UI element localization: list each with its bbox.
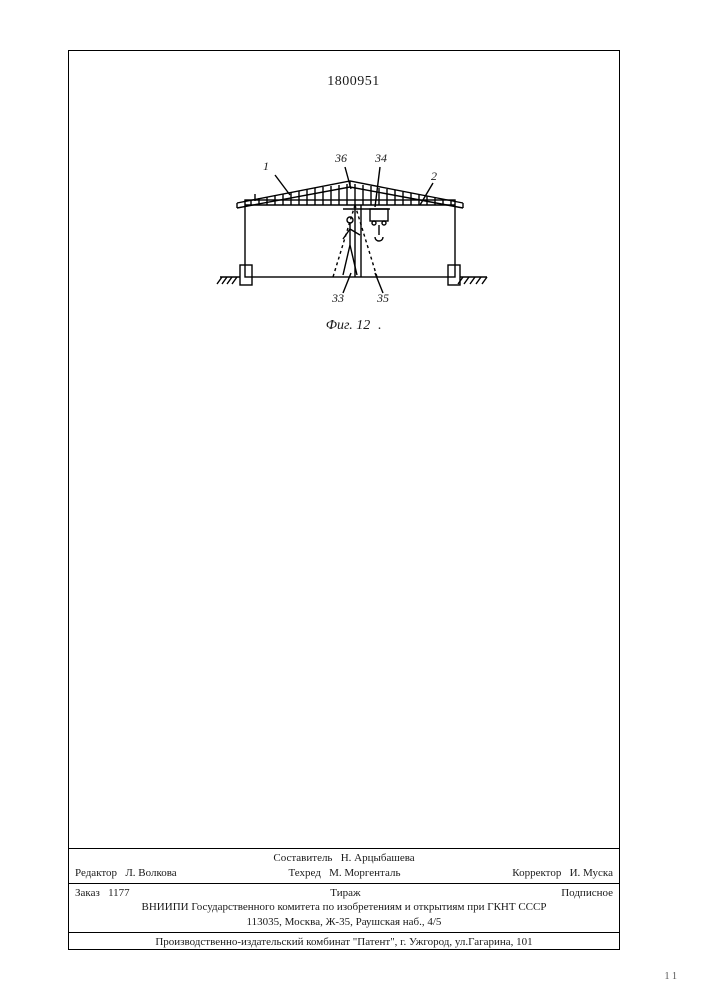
figure-12: 1 36 34 2 33 35 bbox=[215, 145, 490, 310]
editor-name: Л. Волкова bbox=[125, 867, 176, 879]
subscription-cell: Подписное bbox=[561, 886, 613, 901]
ref-34: 34 bbox=[375, 151, 387, 166]
rule-top bbox=[69, 848, 619, 849]
rule-mid bbox=[69, 883, 619, 884]
editor-label: Редактор bbox=[75, 867, 117, 879]
order-label: Заказ bbox=[75, 887, 100, 899]
ref-33: 33 bbox=[332, 291, 344, 306]
order-cell: Заказ 1177 bbox=[75, 886, 130, 901]
figure-caption-dot: . bbox=[378, 318, 382, 333]
publication-number: 1800951 bbox=[0, 74, 707, 90]
editor-cell: Редактор Л. Волкова bbox=[75, 866, 177, 881]
address-line: 113035, Москва, Ж-35, Раушская наб., 4/5 bbox=[69, 915, 619, 930]
imprint-block: Составитель Н. Арцыбашева Редактор Л. Во… bbox=[69, 846, 619, 950]
corrector-cell: Корректор И. Муска bbox=[512, 866, 613, 881]
page-root: 1800951 bbox=[0, 0, 707, 1000]
corrector-name: И. Муска bbox=[570, 867, 613, 879]
org-line: ВНИИПИ Государственного комитета по изоб… bbox=[69, 900, 619, 915]
figure-caption: Фиг. 12 . bbox=[0, 318, 707, 334]
compiler-row: Составитель Н. Арцыбашева bbox=[69, 851, 619, 866]
techred-name: М. Моргенталь bbox=[329, 867, 400, 879]
printer-line: Производственно-издательский комбинат "П… bbox=[69, 935, 619, 950]
figure-caption-prefix: Фиг. bbox=[326, 318, 353, 333]
credits-row: Редактор Л. Волкова Техред М. Моргенталь… bbox=[69, 866, 619, 881]
techred-cell: Техред М. Моргенталь bbox=[288, 866, 400, 881]
order-row: Заказ 1177 Тираж Подписное bbox=[69, 886, 619, 901]
edition-cell: Тираж bbox=[330, 886, 360, 901]
techred-label: Техред bbox=[288, 867, 320, 879]
ref-2: 2 bbox=[431, 169, 437, 184]
figure-svg bbox=[215, 145, 490, 310]
compiler-label: Составитель bbox=[273, 852, 332, 864]
rule-bot bbox=[69, 932, 619, 933]
page-corner-mark: 1 1 bbox=[665, 971, 678, 982]
order-number: 1177 bbox=[108, 887, 130, 899]
corrector-label: Корректор bbox=[512, 867, 561, 879]
ref-36: 36 bbox=[335, 151, 347, 166]
ref-1: 1 bbox=[263, 159, 269, 174]
figure-caption-number: 12 bbox=[356, 318, 370, 333]
compiler-name: Н. Арцыбашева bbox=[341, 852, 415, 864]
ref-35: 35 bbox=[377, 291, 389, 306]
